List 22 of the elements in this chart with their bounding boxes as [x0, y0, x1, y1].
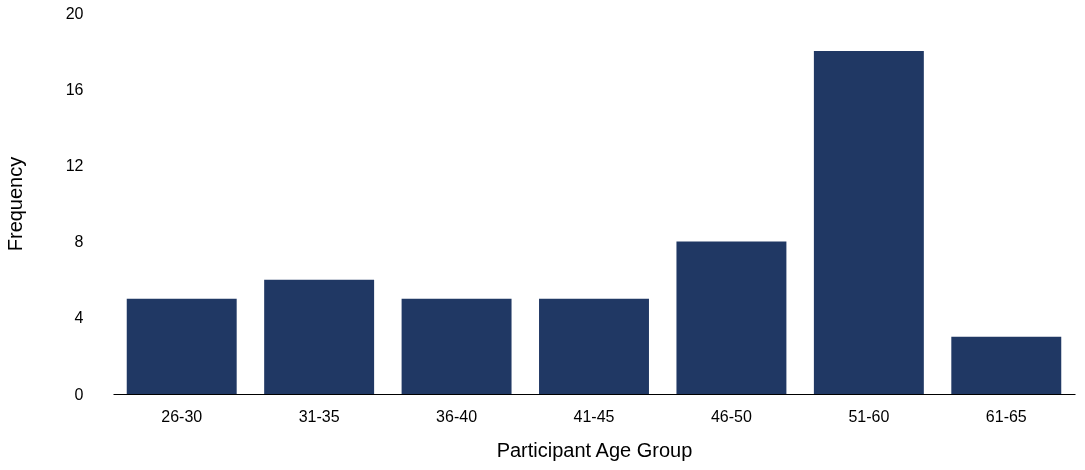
x-tick-label: 51-60 — [848, 407, 890, 425]
x-tick-label: 36-40 — [436, 407, 478, 425]
y-tick-label: 12 — [65, 156, 84, 174]
bar — [676, 241, 787, 394]
y-tick-label: 8 — [74, 233, 84, 251]
x-tick-label: 41-45 — [573, 407, 615, 425]
bar — [126, 298, 237, 394]
y-axis-title: Frequency — [3, 156, 26, 252]
y-tick-label: 20 — [65, 4, 84, 22]
x-axis-title: Participant Age Group — [496, 438, 693, 461]
y-tick-label: 4 — [74, 309, 84, 327]
y-tick-label: 16 — [65, 80, 84, 98]
bar — [813, 51, 924, 394]
bar — [539, 298, 649, 394]
x-tick-label: 61-65 — [985, 407, 1027, 425]
bar — [951, 336, 1062, 394]
bar — [264, 279, 375, 394]
y-tick-label: 0 — [74, 385, 84, 403]
x-tick-label: 26-30 — [161, 407, 203, 425]
bar — [401, 298, 512, 394]
x-tick-label: 46-50 — [710, 407, 752, 425]
x-tick-label: 31-35 — [298, 407, 340, 425]
